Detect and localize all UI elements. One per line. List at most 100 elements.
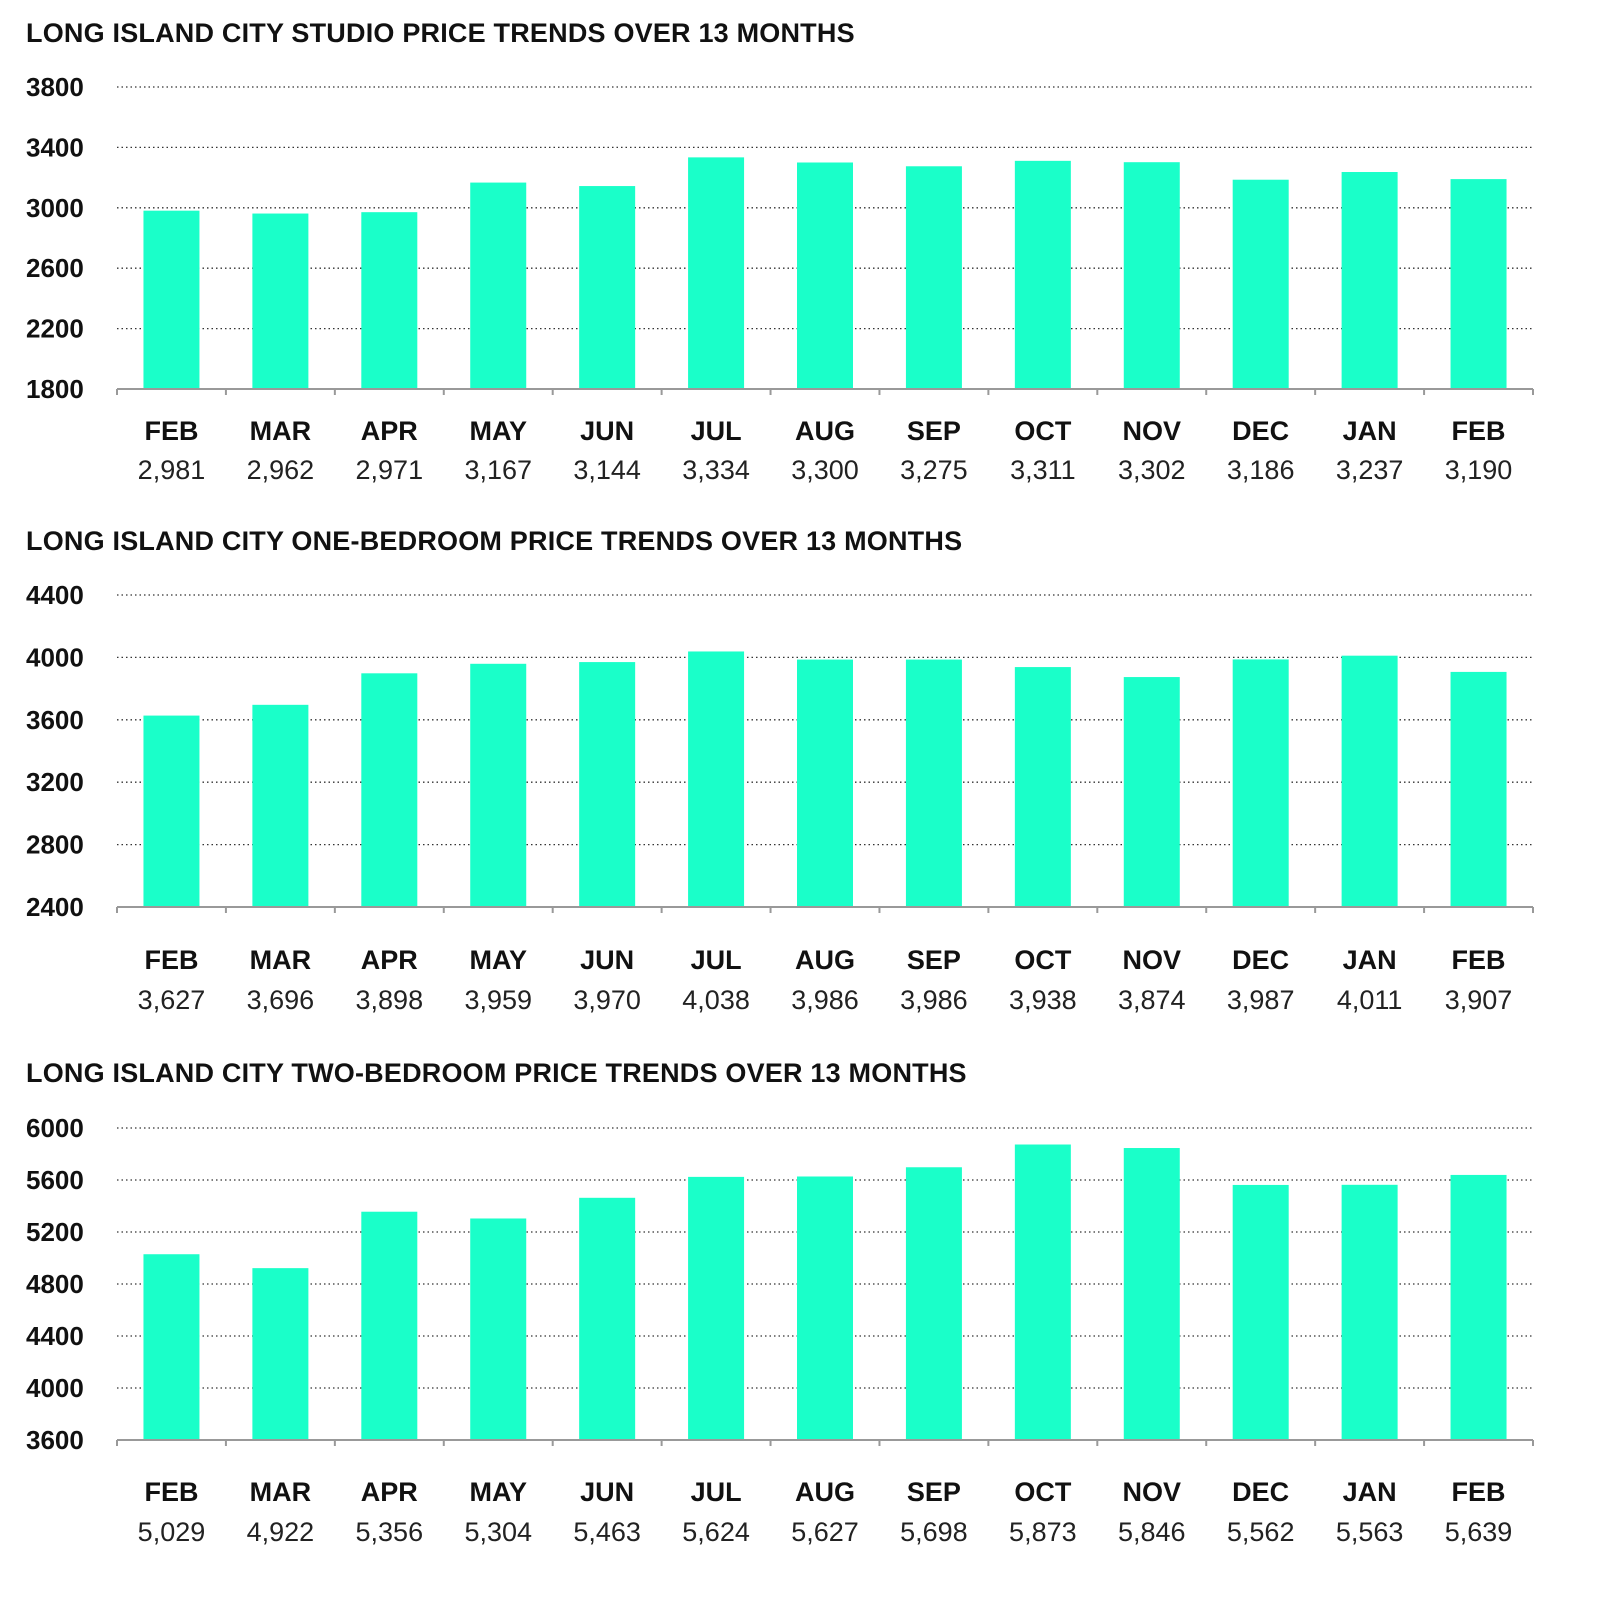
x-category-label: OCT bbox=[1014, 945, 1072, 975]
bar bbox=[579, 662, 636, 907]
x-category-label: APR bbox=[361, 1477, 418, 1507]
x-category-label: OCT bbox=[1014, 1477, 1072, 1507]
bar bbox=[143, 715, 200, 907]
data-value-label: 5,627 bbox=[791, 1517, 859, 1547]
data-value-label: 5,639 bbox=[1445, 1517, 1513, 1547]
bar bbox=[1450, 179, 1507, 389]
data-value-label: 3,987 bbox=[1227, 985, 1295, 1015]
x-category-label: JUL bbox=[691, 945, 742, 975]
bar bbox=[688, 651, 745, 907]
bars bbox=[143, 1144, 1507, 1440]
x-category-label: JUL bbox=[691, 416, 742, 446]
category-labels: FEB MAR APR MAY JUN JUL AUG SEP OCT NOV DEC JAN FEB bbox=[144, 1477, 1505, 1507]
bar bbox=[1014, 1144, 1071, 1440]
x-category-label: NOV bbox=[1123, 416, 1182, 446]
data-value-label: 3,334 bbox=[682, 455, 750, 485]
bar bbox=[905, 166, 962, 389]
y-tick-label: 2800 bbox=[26, 830, 84, 860]
data-value-label: 3,186 bbox=[1227, 455, 1295, 485]
bar bbox=[1232, 659, 1289, 907]
y-tick-label: 4400 bbox=[26, 1321, 84, 1351]
bar bbox=[143, 1254, 200, 1440]
bar bbox=[905, 1167, 962, 1440]
x-category-label: JAN bbox=[1343, 1477, 1397, 1507]
data-value-label: 5,624 bbox=[682, 1517, 750, 1547]
x-category-label: AUG bbox=[795, 945, 855, 975]
bar bbox=[797, 659, 853, 907]
bar bbox=[361, 1211, 418, 1440]
bar bbox=[1341, 655, 1398, 907]
y-tick-label: 3200 bbox=[26, 767, 84, 797]
x-axis bbox=[116, 388, 1534, 395]
bars bbox=[143, 651, 1507, 907]
bar bbox=[1014, 667, 1071, 907]
data-value-label: 3,907 bbox=[1445, 985, 1513, 1015]
data-value-label: 5,563 bbox=[1336, 1517, 1404, 1547]
bar bbox=[1450, 671, 1507, 907]
data-value-label: 5,029 bbox=[138, 1517, 206, 1547]
x-category-label: FEB bbox=[144, 945, 198, 975]
bar bbox=[579, 186, 636, 389]
data-value-label: 3,167 bbox=[464, 455, 532, 485]
bar bbox=[1232, 1184, 1289, 1440]
bar bbox=[1123, 162, 1180, 389]
data-value-label: 3,311 bbox=[1010, 455, 1076, 485]
data-value-label: 2,962 bbox=[247, 455, 315, 485]
data-value-label: 2,981 bbox=[138, 455, 206, 485]
y-tick-label: 3800 bbox=[26, 72, 84, 102]
data-value-label: 3,696 bbox=[247, 985, 315, 1015]
bar bbox=[252, 704, 309, 907]
x-category-label: APR bbox=[361, 416, 418, 446]
data-value-label: 3,970 bbox=[573, 985, 641, 1015]
x-category-label: FEB bbox=[1452, 416, 1506, 446]
x-category-label: DEC bbox=[1232, 945, 1289, 975]
data-value-label: 3,986 bbox=[900, 985, 968, 1015]
y-tick-label: 4000 bbox=[26, 642, 84, 672]
y-tick-label: 2400 bbox=[26, 892, 84, 922]
bar-chart-one-bedroom: 2400 2800 3200 3600 4000 4400 FEB MAR APR MAY JUN J… bbox=[26, 580, 1534, 1015]
bar bbox=[470, 1218, 527, 1440]
x-category-label: MAY bbox=[469, 1477, 527, 1507]
data-value-label: 3,986 bbox=[791, 985, 859, 1015]
x-category-label: MAR bbox=[250, 1477, 312, 1507]
data-value-label: 3,190 bbox=[1445, 455, 1513, 485]
bar bbox=[688, 1176, 745, 1440]
x-category-label: FEB bbox=[144, 1477, 198, 1507]
category-labels: FEB MAR APR MAY JUN JUL AUG SEP OCT NOV DEC JAN FEB bbox=[144, 416, 1505, 446]
x-category-label: JAN bbox=[1343, 945, 1397, 975]
data-value-label: 3,874 bbox=[1118, 985, 1186, 1015]
y-tick-label: 3600 bbox=[26, 705, 84, 735]
chart-title-studio: LONG ISLAND CITY STUDIO PRICE TRENDS OVE… bbox=[26, 18, 855, 48]
x-category-label: MAR bbox=[250, 945, 312, 975]
y-tick-label: 4800 bbox=[26, 1269, 84, 1299]
data-value-label: 3,938 bbox=[1009, 985, 1077, 1015]
bar bbox=[1123, 1148, 1180, 1440]
y-axis-ticks: 1800 2200 2600 3000 3400 3800 bbox=[26, 72, 84, 404]
category-labels: FEB MAR APR MAY JUN JUL AUG SEP OCT NOV DEC JAN FEB bbox=[144, 945, 1505, 975]
data-value-label: 3,302 bbox=[1118, 455, 1186, 485]
bar bbox=[361, 212, 418, 389]
x-category-label: JUN bbox=[580, 1477, 634, 1507]
bar bbox=[470, 663, 527, 907]
x-category-label: JUL bbox=[691, 1477, 742, 1507]
x-category-label: APR bbox=[361, 945, 418, 975]
bar bbox=[1123, 677, 1180, 907]
y-tick-label: 2600 bbox=[26, 253, 84, 283]
x-axis bbox=[116, 906, 1534, 913]
data-value-label: 3,627 bbox=[138, 985, 206, 1015]
bar bbox=[797, 1176, 853, 1440]
x-category-label: FEB bbox=[1452, 1477, 1506, 1507]
y-axis-ticks: 3600 4000 4400 4800 5200 5600 6000 bbox=[26, 1113, 84, 1455]
y-tick-label: 5200 bbox=[26, 1217, 84, 1247]
x-category-label: MAY bbox=[469, 416, 527, 446]
value-labels: 3,627 3,696 3,898 3,959 3,970 4,038 3,986 3,986… bbox=[138, 985, 1513, 1015]
y-tick-label: 4000 bbox=[26, 1373, 84, 1403]
data-value-label: 3,959 bbox=[464, 985, 532, 1015]
x-axis bbox=[116, 1439, 1534, 1446]
y-tick-label: 3000 bbox=[26, 193, 84, 223]
bar bbox=[1450, 1174, 1507, 1440]
data-value-label: 5,846 bbox=[1118, 1517, 1186, 1547]
data-value-label: 5,304 bbox=[464, 1517, 532, 1547]
bar bbox=[252, 1268, 309, 1440]
bar bbox=[1014, 160, 1071, 389]
